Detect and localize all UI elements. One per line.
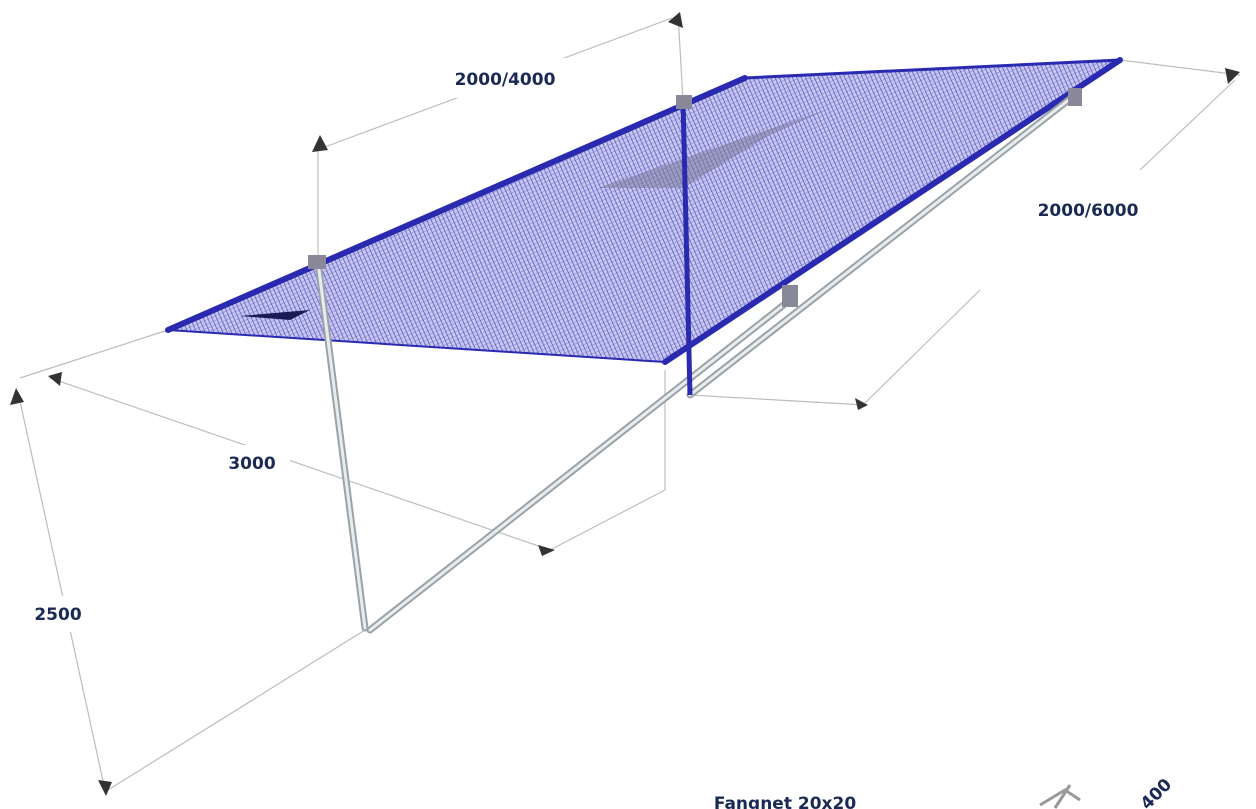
bracket-icon	[1039, 784, 1081, 809]
frame	[308, 88, 1082, 634]
dimension-label: 2000/6000	[1038, 201, 1139, 221]
net-edges	[165, 57, 1123, 365]
net	[168, 60, 1120, 362]
dimension-lines	[10, 12, 1241, 796]
clamp	[782, 285, 798, 307]
dimension-label: 3000	[228, 454, 275, 474]
net-shade	[598, 110, 825, 188]
dimension-label: 2500	[34, 605, 81, 625]
clamp	[676, 95, 692, 109]
clamp	[308, 255, 326, 269]
dimension-label: 2000/4000	[455, 70, 556, 90]
net-hole	[240, 310, 310, 320]
clamp	[1068, 88, 1082, 106]
dimension-label: 400	[1137, 775, 1176, 809]
caption: Fangnet 20x20	[714, 794, 856, 809]
